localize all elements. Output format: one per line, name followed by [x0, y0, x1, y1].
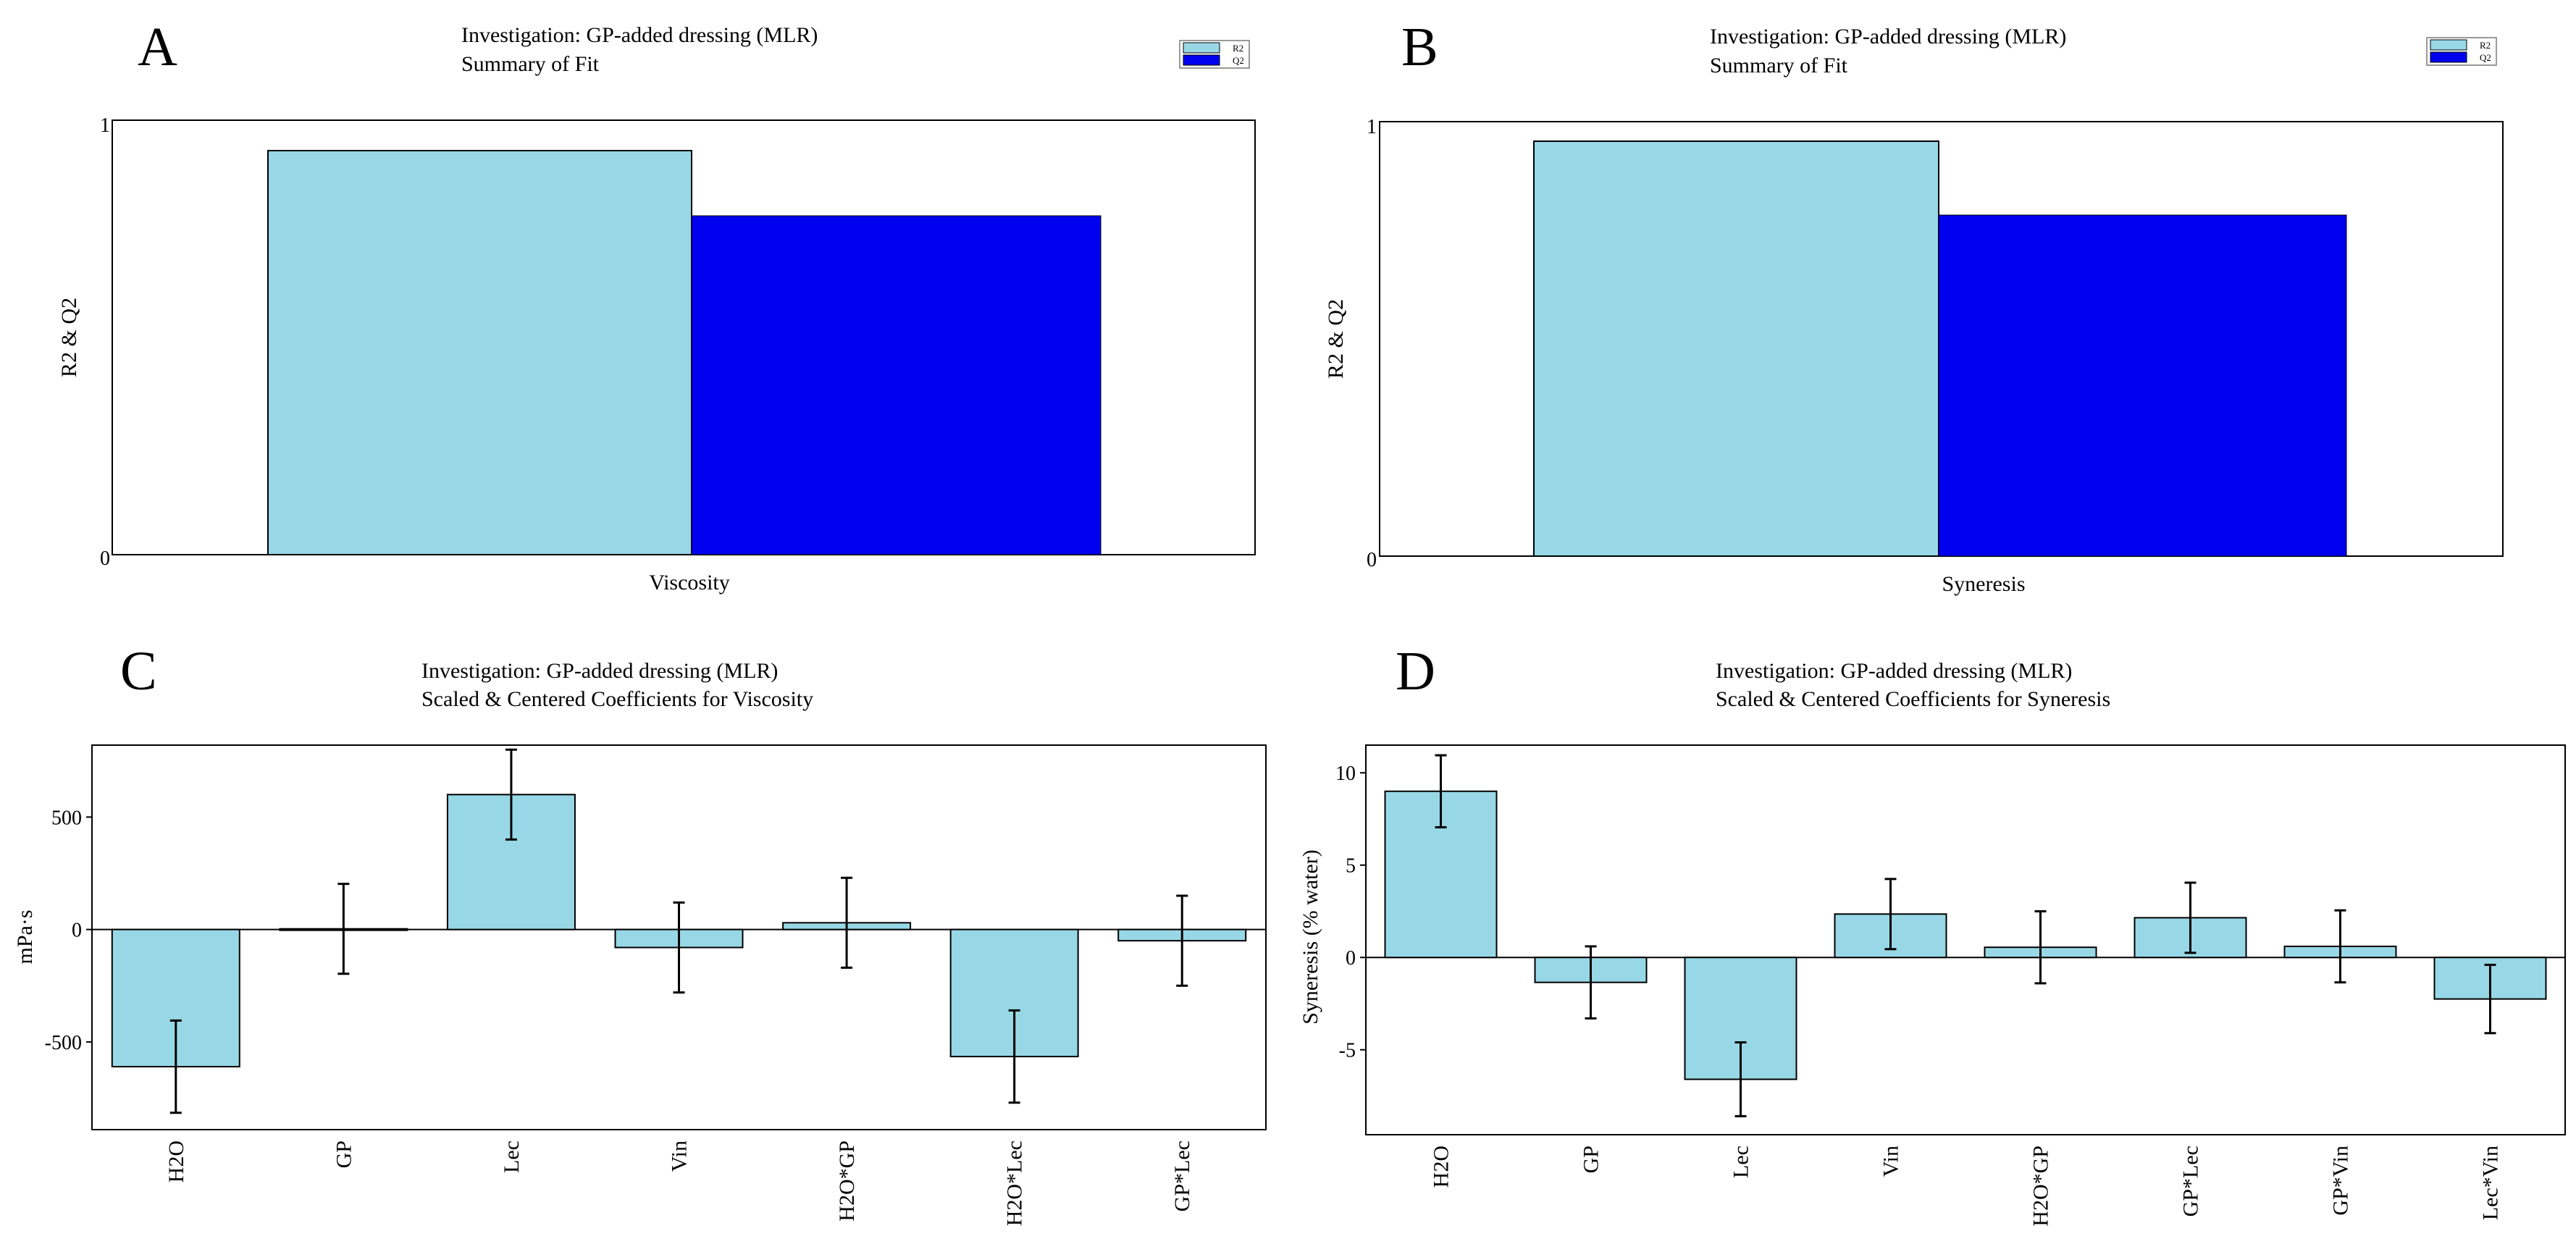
y-tick-label: 5: [1346, 855, 1356, 878]
x-tick-label: Vin: [668, 1140, 692, 1172]
chart-title-line1: Investigation: GP-added dressing (MLR): [421, 659, 778, 683]
x-tick-label: H2O*Lec: [1003, 1140, 1027, 1226]
chart-title-line2: Summary of Fit: [461, 52, 600, 76]
panel-letter: C: [120, 641, 157, 702]
legend-swatch-q2: [1183, 54, 1220, 66]
bar-r2: [267, 150, 692, 555]
chart-title-line2: Scaled & Centered Coefficients for Syner…: [1716, 687, 2110, 711]
x-tick-label: GP: [332, 1140, 356, 1168]
x-tick-label: H2O*GP: [835, 1140, 859, 1222]
x-tick-label: Lec*Vin: [2479, 1146, 2503, 1220]
chart-a: A Investigation: GP-added dressing (MLR)…: [57, 17, 1256, 595]
y-tick-label: 0: [1367, 549, 1377, 571]
x-tick-label: GP*Lec: [1170, 1140, 1194, 1211]
chart-title-line1: Investigation: GP-added dressing (MLR): [1710, 25, 2066, 49]
panel-d: D Investigation: GP-added dressing (MLR)…: [1288, 624, 2576, 1248]
bar-q2: [1938, 214, 2347, 557]
chart-title-line1: Investigation: GP-added dressing (MLR): [461, 23, 818, 47]
x-tick-label: H2O*GP: [2029, 1146, 2053, 1227]
legend-label-q2: Q2: [2480, 52, 2491, 63]
y-axis-label: mPa·s: [13, 910, 37, 965]
panel-letter: D: [1396, 641, 1435, 702]
chart-title-line2: Scaled & Centered Coefficients for Visco…: [421, 687, 813, 711]
legend-label-r2: R2: [1233, 43, 1243, 54]
panel-b: B Investigation: GP-added dressing (MLR)…: [1288, 0, 2576, 624]
chart-d: D Investigation: GP-added dressing (MLR)…: [1299, 641, 2566, 1227]
y-tick-label: 1: [100, 114, 110, 137]
x-tick-label: H2O: [164, 1140, 188, 1182]
legend: R2 Q2: [1179, 40, 1250, 69]
plot-frame: [91, 744, 1267, 1130]
y-tick-label: -500: [45, 1032, 82, 1054]
legend: R2 Q2: [2426, 37, 2497, 66]
chart-title-line2: Summary of Fit: [1710, 54, 1848, 77]
y-tick-label: 500: [51, 807, 82, 829]
x-tick-label: Lec: [500, 1140, 524, 1173]
x-tick-label: GP*Lec: [2179, 1146, 2203, 1217]
y-tick-label: 10: [1335, 762, 1356, 785]
x-tick-label: H2O: [1430, 1146, 1453, 1188]
bar-r2: [1533, 140, 1939, 557]
y-tick-label: 1: [1367, 116, 1377, 138]
panel-a: A Investigation: GP-added dressing (MLR)…: [0, 0, 1288, 624]
legend-label-r2: R2: [2480, 40, 2491, 51]
chart-title-line1: Investigation: GP-added dressing (MLR): [1716, 659, 2072, 683]
legend-swatch-r2: [1183, 42, 1220, 54]
x-tick-label: Vin: [1879, 1146, 1903, 1177]
chart-c: C Investigation: GP-added dressing (MLR)…: [13, 641, 1267, 1226]
y-axis-label: R2 & Q2: [1324, 299, 1348, 379]
chart-b: B Investigation: GP-added dressing (MLR)…: [1324, 17, 2504, 596]
y-tick-label: 0: [100, 547, 110, 570]
y-axis-label: R2 & Q2: [57, 298, 81, 377]
panel-c: C Investigation: GP-added dressing (MLR)…: [0, 624, 1288, 1248]
legend-label-q2: Q2: [1233, 55, 1244, 66]
panel-letter: A: [138, 17, 177, 77]
legend-swatch-q2: [2430, 51, 2467, 63]
y-tick-label: -5: [1339, 1040, 1356, 1062]
panel-letter: B: [1401, 17, 1438, 77]
y-axis-label: Syneresis (% water): [1299, 849, 1322, 1025]
y-tick-label: 0: [1346, 947, 1356, 970]
x-tick-label: GP: [1579, 1146, 1603, 1173]
y-tick-label: 0: [72, 920, 82, 942]
legend-swatch-r2: [2430, 39, 2467, 51]
x-tick-label: Lec: [1729, 1146, 1753, 1178]
bar-q2: [691, 215, 1102, 555]
x-tick-label: GP*Vin: [2329, 1146, 2353, 1216]
x-axis-label: Viscosity: [649, 571, 730, 595]
x-axis-label: Syneresis: [1942, 572, 2026, 596]
plot-frame: [1365, 744, 2566, 1135]
